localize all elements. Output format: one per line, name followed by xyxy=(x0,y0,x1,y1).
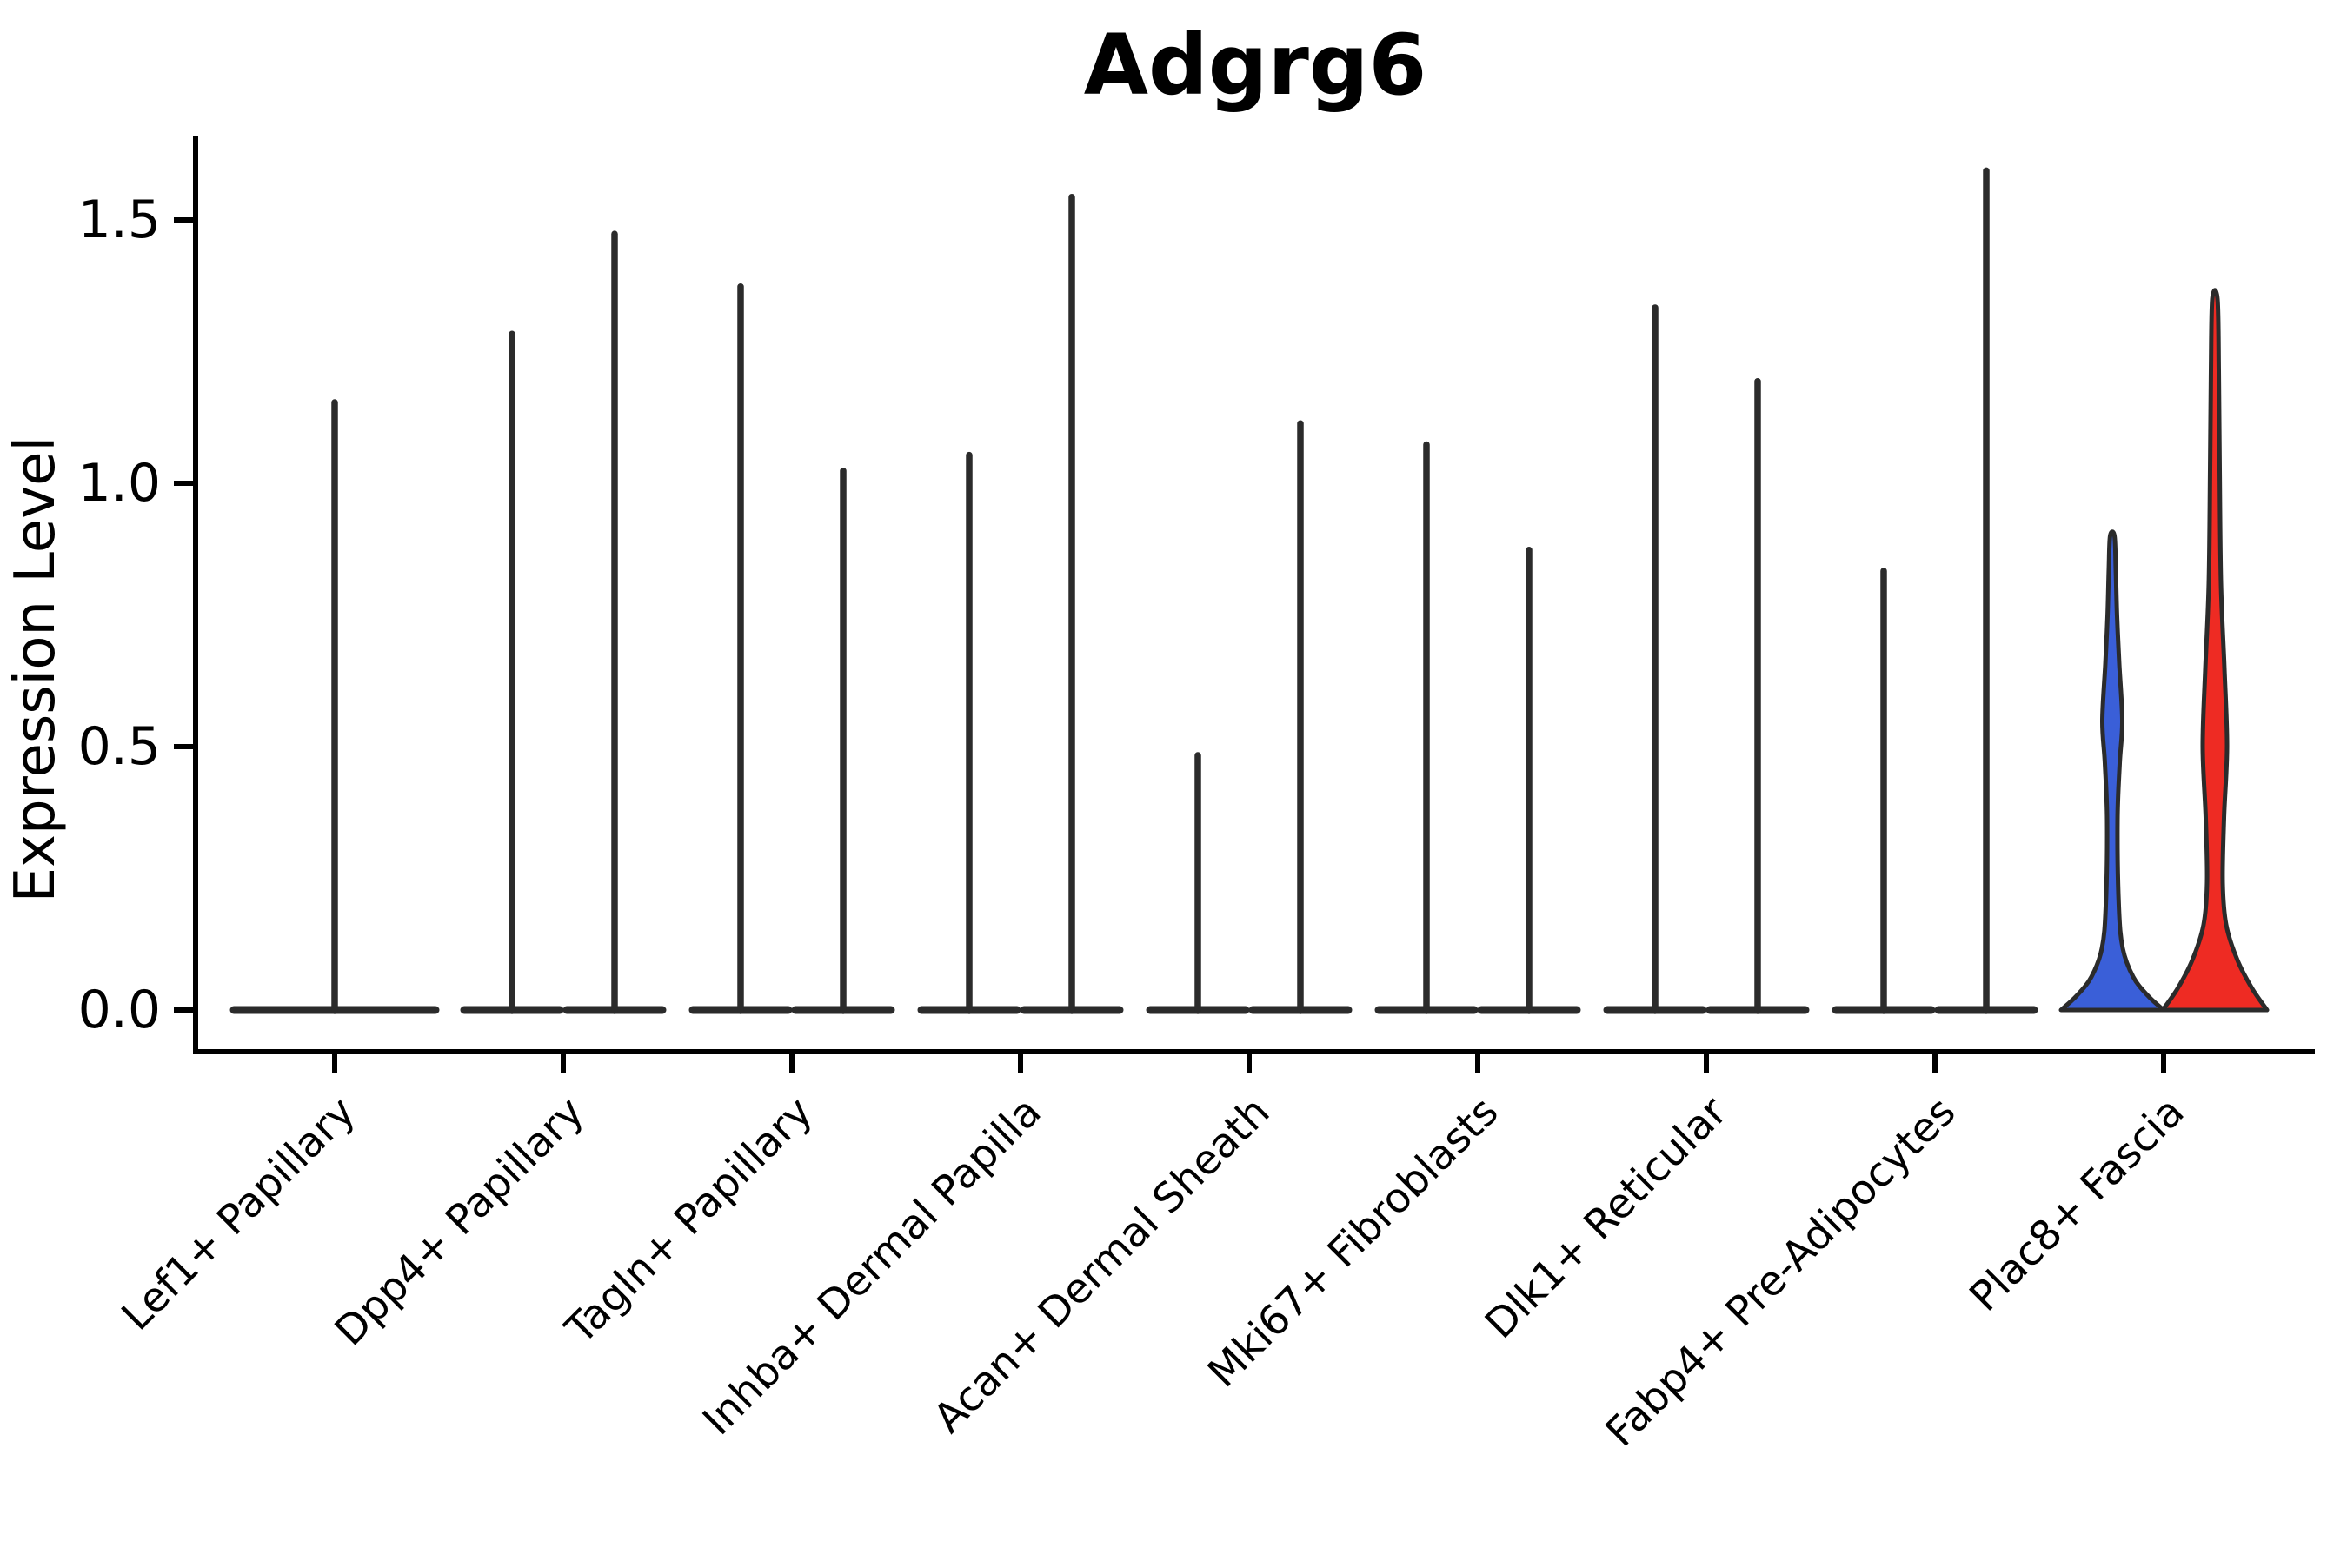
y-tick-label: 1.0 xyxy=(78,453,161,514)
x-tick-label: Tagln+ Papillary xyxy=(556,1088,822,1354)
violin-blue xyxy=(2058,529,2166,1013)
violin-layer xyxy=(229,167,2270,1014)
x-tick-label: Lef1+ Papillary xyxy=(113,1088,365,1340)
violin-red xyxy=(2160,288,2270,1013)
x-tick-label: Plac8+ Fascia xyxy=(1961,1088,2194,1321)
chart-title: Adgrg6 xyxy=(1084,17,1427,114)
x-tick-label: Dpp4+ Papillary xyxy=(326,1088,594,1356)
y-axis-title: Expression Level xyxy=(3,436,68,903)
y-tick-label: 0.0 xyxy=(78,980,161,1040)
x-tick-label: Dlk1+ Reticular xyxy=(1476,1087,1737,1348)
axes-layer xyxy=(174,136,2315,1073)
y-tick-label: 1.5 xyxy=(78,189,161,250)
y-tick-label: 0.5 xyxy=(78,716,161,777)
